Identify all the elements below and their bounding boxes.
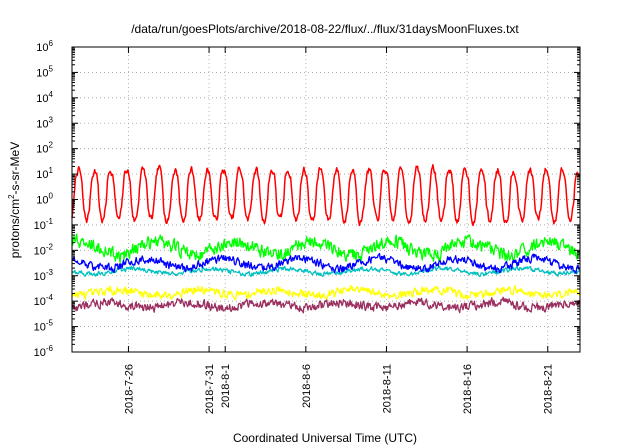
y-tick-label: 104 [36, 90, 53, 105]
y-tick-label: 10-2 [34, 242, 54, 257]
series-layer [71, 164, 581, 314]
y-tick-label: 106 [36, 39, 53, 54]
series-line [71, 252, 581, 274]
chart-title: /data/run/goesPlots/archive/2018-08-22/f… [131, 22, 519, 36]
y-axis-label-sup: 2 [7, 194, 16, 199]
x-tick-label: 2018-8-6 [301, 364, 313, 408]
y-tick-label: 103 [36, 115, 53, 130]
y-axis: 10-6 10-5 10-4 10-3 10-2 10-1 100 101 102 103 104 1… [34, 39, 580, 359]
x-tick-label: 2018-7-26 [123, 364, 135, 414]
y-axis-label-b: -s-sr-MeV [8, 142, 22, 195]
y-tick-label: 100 [36, 192, 53, 207]
y-axis-label-a: protons/cm [8, 199, 22, 258]
y-tick-label: 105 [36, 64, 53, 79]
series-line [71, 233, 581, 263]
series-line [71, 296, 581, 314]
x-tick-label: 2018-8-21 [543, 364, 555, 414]
series-line [71, 265, 581, 278]
y-tick-label: 10-1 [34, 217, 54, 232]
y-tick-label: 102 [36, 141, 53, 156]
y-tick-label: 10-6 [34, 344, 54, 359]
x-tick-label: 2018-8-16 [462, 364, 474, 414]
x-tick-label: 2018-7-31 [204, 364, 216, 414]
x-axis-label: Coordinated Universal Time (UTC) [233, 431, 417, 445]
x-tick-label: 2018-8-1 [220, 364, 232, 408]
y-tick-label: 10-5 [34, 319, 54, 334]
y-tick-label: 10-3 [34, 268, 54, 283]
series-line [71, 164, 581, 227]
y-tick-label: 10-4 [34, 293, 54, 308]
y-tick-label: 101 [36, 166, 53, 181]
y-axis-label: protons/cm2-s-sr-MeV [7, 142, 22, 258]
x-tick-label: 2018-8-11 [381, 364, 393, 413]
x-axis: 2018-7-26 2018-7-31 2018-8-1 2018-8-6 2018-8… [123, 47, 555, 414]
series-line [71, 284, 581, 301]
